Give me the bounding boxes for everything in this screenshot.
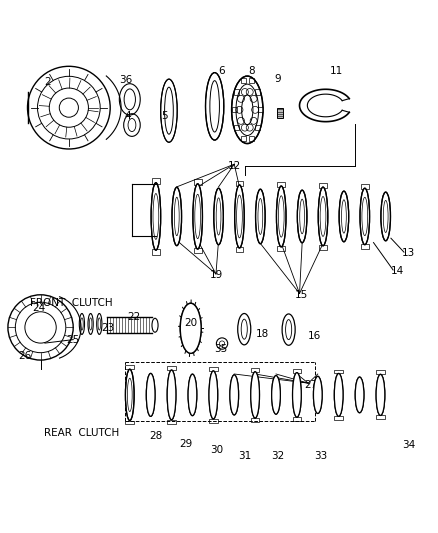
Text: 22: 22 [127,312,141,321]
Bar [361,184,369,189]
Text: 32: 32 [271,451,284,461]
Ellipse shape [355,377,364,413]
Ellipse shape [381,192,391,241]
Bar [125,421,134,424]
Bar [255,125,261,131]
Bar [319,183,327,188]
Text: 35: 35 [215,344,228,354]
Ellipse shape [360,188,370,245]
Bar [319,245,327,250]
Ellipse shape [314,376,322,414]
Bar [125,365,134,369]
Bar [293,369,301,373]
Bar [249,78,254,84]
Bar [209,419,218,423]
Bar [277,108,283,118]
Ellipse shape [235,185,244,248]
Bar [167,419,176,424]
Ellipse shape [376,374,385,415]
Ellipse shape [297,190,307,243]
Bar [251,418,259,422]
Text: 4: 4 [124,111,131,122]
Ellipse shape [318,187,328,246]
Bar [194,248,201,253]
Bar [376,415,385,419]
Bar [334,369,343,374]
Text: 29: 29 [180,439,193,449]
Text: 20: 20 [184,318,197,328]
Bar [293,417,301,421]
Text: 27: 27 [304,380,317,390]
Bar [251,368,259,372]
Text: 33: 33 [314,451,328,461]
Bar [376,370,385,374]
Text: 23: 23 [101,324,115,333]
Ellipse shape [193,184,202,249]
Text: 31: 31 [238,451,252,461]
Text: 6: 6 [218,66,225,76]
Text: 19: 19 [210,270,223,280]
Ellipse shape [272,376,280,414]
Text: 11: 11 [330,66,343,76]
Text: 34: 34 [402,440,415,450]
Bar [152,249,160,255]
Ellipse shape [172,187,182,246]
Ellipse shape [214,188,223,245]
Bar [236,247,244,252]
Bar [334,416,343,420]
Text: 24: 24 [32,303,45,313]
Text: 16: 16 [308,331,321,341]
Bar [240,136,246,141]
Ellipse shape [205,72,224,140]
Text: 5: 5 [161,111,168,122]
Bar [236,181,244,186]
Ellipse shape [293,373,301,417]
Bar [167,366,176,370]
Text: 15: 15 [295,290,308,300]
Ellipse shape [334,374,343,416]
Text: 26: 26 [19,351,32,361]
Text: 12: 12 [228,161,241,172]
Bar [277,246,285,251]
Ellipse shape [209,371,218,419]
Ellipse shape [151,183,161,250]
Text: REAR  CLUTCH: REAR CLUTCH [44,428,120,438]
Bar [249,136,254,141]
Bar [277,182,285,187]
Ellipse shape [251,372,259,418]
Bar [255,90,261,94]
Bar [234,125,239,131]
Text: 18: 18 [256,329,269,339]
Text: 9: 9 [275,75,281,84]
Text: 14: 14 [391,266,404,276]
Ellipse shape [232,76,263,143]
Ellipse shape [161,79,177,142]
Ellipse shape [276,186,286,247]
Ellipse shape [146,374,155,416]
Ellipse shape [339,191,349,242]
Bar [258,107,263,112]
Text: FRONT  CLUTCH: FRONT CLUTCH [30,298,112,309]
Bar [240,78,246,84]
Bar [232,107,237,112]
Text: 2: 2 [44,77,50,86]
Ellipse shape [230,375,239,415]
Ellipse shape [167,370,176,419]
Ellipse shape [180,303,201,353]
Text: 36: 36 [119,75,132,85]
Text: 13: 13 [402,248,415,259]
Text: 25: 25 [67,335,80,345]
Text: 28: 28 [149,431,162,441]
Text: 30: 30 [210,445,223,455]
Ellipse shape [188,374,197,416]
Text: 8: 8 [248,66,255,76]
Bar [234,90,239,94]
Ellipse shape [255,189,265,244]
Bar [209,367,218,371]
Bar [194,180,201,185]
Ellipse shape [125,369,134,421]
Bar [361,244,369,249]
Bar [152,179,160,183]
